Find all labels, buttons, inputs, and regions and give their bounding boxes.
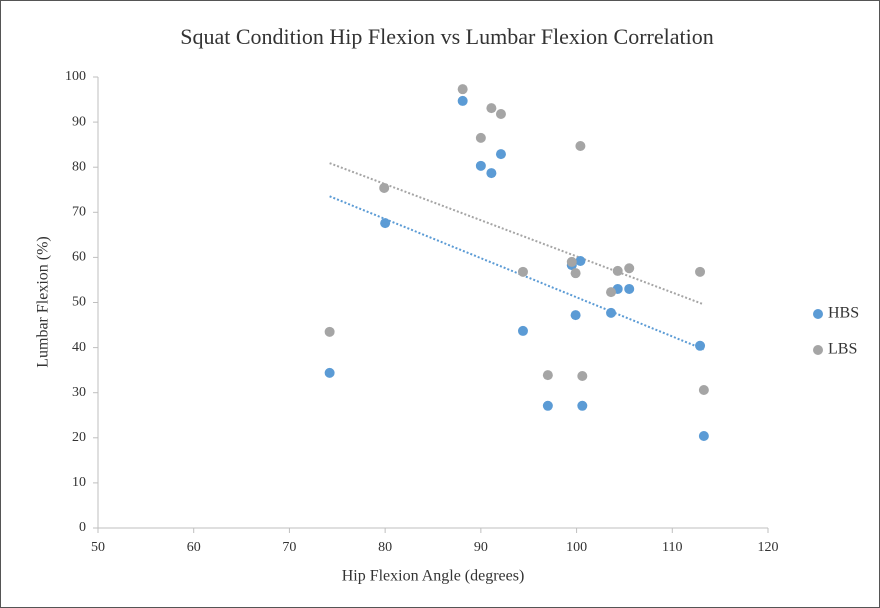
point [495, 108, 506, 119]
y-tick-label: 40 [72, 340, 86, 355]
y-tick-label: 50 [72, 295, 86, 310]
trendline [329, 195, 705, 351]
x-tick-label: 80 [378, 540, 392, 555]
legend-marker [813, 309, 823, 319]
x-tick-label: 120 [758, 540, 779, 555]
point [698, 430, 709, 441]
point [457, 84, 468, 95]
point [624, 263, 635, 274]
point [575, 141, 586, 152]
point [566, 256, 577, 267]
point [475, 160, 486, 171]
chart-title: Squat Condition Hip Flexion vs Lumbar Fl… [180, 24, 713, 49]
y-tick-label: 80 [72, 159, 86, 174]
x-tick-label: 110 [662, 540, 682, 555]
point [577, 371, 588, 382]
point [575, 256, 586, 267]
point [517, 325, 528, 336]
point [324, 367, 335, 378]
point [324, 326, 335, 337]
legend-label: HBS [828, 305, 859, 322]
point [612, 265, 623, 276]
point [695, 266, 706, 277]
x-tick-label: 50 [91, 540, 105, 555]
x-tick-label: 100 [566, 540, 587, 555]
y-tick-label: 70 [72, 205, 86, 220]
point [457, 95, 468, 106]
y-tick-label: 0 [79, 520, 86, 535]
y-tick-label: 20 [72, 430, 86, 445]
y-tick-label: 10 [72, 475, 86, 490]
y-axis-label: Lumbar Flexion (%) [35, 236, 52, 368]
point [606, 307, 617, 318]
x-tick-label: 70 [282, 540, 296, 555]
point [475, 132, 486, 143]
trendline [329, 162, 705, 306]
x-tick-label: 60 [187, 540, 201, 555]
point [695, 340, 706, 351]
x-tick-label: 90 [474, 540, 488, 555]
x-axis-label: Hip Flexion Angle (degrees) [342, 568, 525, 585]
y-tick-label: 100 [65, 69, 86, 84]
legend-label: LBS [828, 341, 857, 358]
point [379, 182, 390, 193]
point [606, 287, 617, 298]
point [698, 384, 709, 395]
point [624, 283, 635, 294]
point [495, 149, 506, 160]
legend-marker [813, 345, 823, 355]
point [380, 218, 391, 229]
y-tick-label: 60 [72, 250, 86, 265]
point [570, 310, 581, 321]
point [486, 168, 497, 179]
point [517, 266, 528, 277]
point [542, 400, 553, 411]
point [570, 268, 581, 279]
point [486, 103, 497, 114]
y-tick-label: 30 [72, 385, 86, 400]
y-tick-label: 90 [72, 114, 86, 129]
point [542, 370, 553, 381]
point [577, 400, 588, 411]
